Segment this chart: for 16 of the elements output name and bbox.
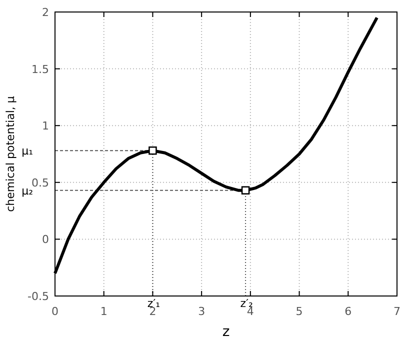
y-tick-label: 1.5: [32, 62, 49, 76]
x-tick-label: 0: [52, 305, 58, 318]
y-tick-label: 2: [42, 6, 49, 19]
x-tick-label: 7: [394, 305, 400, 318]
y-tick-label: 0.5: [32, 176, 49, 190]
x-tick-label: 5: [296, 305, 303, 318]
y-tick-label: 1: [42, 120, 49, 133]
x-tick-label: 1: [100, 305, 108, 318]
x-tick-label: 3: [198, 305, 206, 318]
x-tick-label: 6: [344, 305, 352, 318]
ref-line-label: μ₁: [22, 144, 33, 158]
y-axis-title: chemical potential, μ: [4, 96, 17, 212]
y-tick-label: 0: [42, 233, 49, 246]
y-tick-label: -0.5: [28, 290, 49, 303]
ref-line-label: μ₂: [22, 184, 33, 198]
x-axis-title: z: [222, 324, 230, 340]
